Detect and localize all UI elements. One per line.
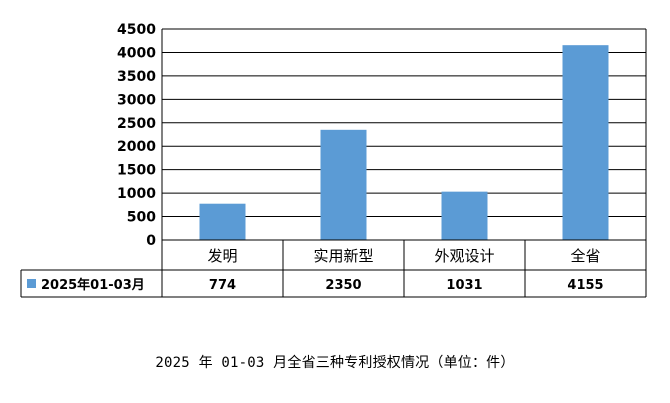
category-label: 全省 [570,247,600,265]
category-label: 实用新型 [313,247,373,265]
y-axis-ticks: 0 500 1000 1500 2000 2500 3000 3500 4000 4500 [117,22,156,249]
data-table-value: 774 [209,278,236,293]
data-table-value: 4155 [567,278,603,293]
y-tick-label: 0 [146,233,156,249]
y-tick-label: 2000 [117,139,156,155]
data-table: 发明 实用新型 外观设计 全省 774 2350 1031 4155 2025年01-03月 [20,239,647,298]
y-tick-label: 1500 [117,163,156,179]
category-label: 发明 [207,247,237,265]
category-label: 外观设计 [434,247,494,265]
y-tick-label: 4000 [117,45,156,61]
y-tick-label: 3500 [117,69,156,85]
bar [199,203,246,240]
data-table-value: 2350 [325,278,361,293]
y-tick-label: 4500 [117,22,156,38]
gridlines [161,28,647,240]
y-tick-label: 2500 [117,116,156,132]
bar [562,45,609,240]
data-table-value: 1031 [446,278,482,293]
bar [320,129,367,240]
y-tick-label: 500 [127,210,156,226]
bar [441,191,488,240]
legend-swatch [27,279,36,288]
y-tick-label: 1000 [117,186,156,202]
legend-series-name: 2025年01-03月 [41,277,145,293]
chart-caption: 2025 年 01-03 月全省三种专利授权情况（单位：件） [155,355,515,371]
bar-chart: 0 500 1000 1500 2000 2500 3000 3500 4000 4500 发明 实… [20,22,647,298]
bars [199,45,609,240]
y-tick-label: 3000 [117,92,156,108]
